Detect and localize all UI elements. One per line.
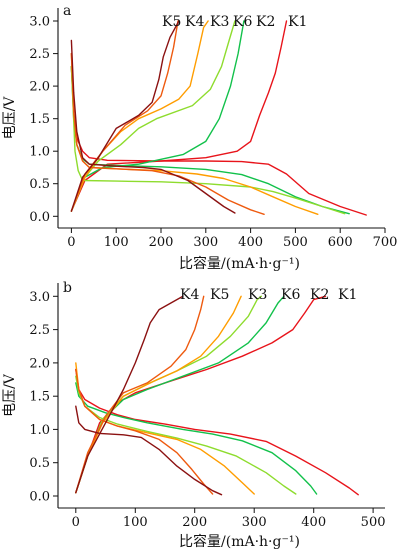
discharge-curve-k5 — [75, 368, 214, 495]
x-tick-label: 0 — [72, 515, 80, 530]
x-tick-label: 100 — [104, 235, 129, 250]
x-axis-title: 比容量/(mA·h·g⁻¹) — [179, 255, 300, 272]
x-tick-label: 100 — [123, 515, 148, 530]
y-tick-label: 1.5 — [29, 390, 50, 405]
y-axis-title: 电压/V — [2, 373, 18, 417]
curve-label-k4: K4 — [185, 14, 204, 30]
discharge-curve-k6 — [75, 375, 297, 495]
y-tick-label: 2.5 — [29, 47, 50, 62]
panel-b-chart: 0 100 200 300 400 500 0.0 0.5 1.0 1.5 2.0 2.5 3.0 比容量… — [2, 280, 386, 550]
discharge-curve-k5 — [70, 39, 236, 214]
curve-label-k1: K1 — [288, 14, 307, 30]
charge-curve-k6 — [75, 295, 262, 494]
discharge-curve-k2 — [75, 382, 318, 495]
charge-curve-k1 — [75, 295, 327, 494]
curve-label-k2: K2 — [310, 287, 329, 303]
y-tick-label: 1.0 — [29, 423, 50, 438]
charge-curve-k5 — [70, 20, 180, 212]
curve-label-k5: K5 — [162, 14, 181, 30]
x-tick-label: 300 — [193, 235, 218, 250]
panel-a-chart: 0 100 200 300 400 500 600 700 0.0 0.5 1.0 1.5 2.0 2.5… — [2, 3, 397, 272]
curve-label-k3: K3 — [210, 14, 229, 30]
curve-label-k4: K4 — [180, 287, 199, 303]
y-tick-label: 2.0 — [29, 80, 50, 95]
curve-label-k3: K3 — [248, 287, 267, 303]
x-tick-label: 200 — [149, 235, 174, 250]
x-tick-label: 500 — [283, 235, 308, 250]
y-tick-label: 2.5 — [29, 323, 50, 338]
curve-label-k2: K2 — [256, 14, 275, 30]
charge-curve-k2 — [75, 295, 285, 494]
discharge-curve-k1 — [70, 65, 367, 216]
y-tick-label: 0.0 — [29, 210, 50, 225]
x-tick-label: 400 — [238, 235, 263, 250]
discharge-curve-k6 — [70, 65, 346, 215]
curve-label-k1: K1 — [338, 287, 357, 303]
discharge-curve-k4 — [70, 52, 265, 215]
x-tick-label: 600 — [328, 235, 353, 250]
x-tick-label: 0 — [67, 235, 75, 250]
charge-curve-k4 — [75, 295, 184, 494]
curve-label-k6: K6 — [281, 287, 300, 303]
x-tick-label: 700 — [373, 235, 398, 250]
discharge-curve-k4 — [75, 405, 223, 496]
charge-curve-k3 — [75, 295, 242, 494]
y-tick-label: 2.0 — [29, 356, 50, 371]
y-axis-title: 电压/V — [2, 96, 18, 140]
x-tick-label: 400 — [301, 515, 326, 530]
x-tick-label: 200 — [182, 515, 207, 530]
curve-label-k5: K5 — [210, 287, 229, 303]
x-tick-label: 500 — [361, 515, 386, 530]
charge-curve-k2 — [70, 20, 245, 212]
discharge-curve-k1 — [75, 368, 359, 496]
y-tick-label: 0.5 — [29, 177, 50, 192]
curve-label-k6: K6 — [233, 14, 252, 30]
panel-label-a: a — [63, 3, 71, 19]
y-tick-label: 3.0 — [29, 15, 50, 30]
y-tick-label: 1.0 — [29, 145, 50, 160]
y-tick-label: 1.5 — [29, 112, 50, 127]
y-tick-label: 3.0 — [29, 290, 50, 305]
y-tick-label: 0.0 — [29, 490, 50, 505]
charge-curve-k6 — [70, 20, 236, 212]
panel-label-b: b — [63, 280, 72, 296]
y-tick-label: 0.5 — [29, 456, 50, 471]
x-axis-title: 比容量/(mA·h·g⁻¹) — [179, 533, 300, 550]
charge-curve-k5 — [75, 295, 205, 494]
x-tick-label: 300 — [242, 515, 267, 530]
